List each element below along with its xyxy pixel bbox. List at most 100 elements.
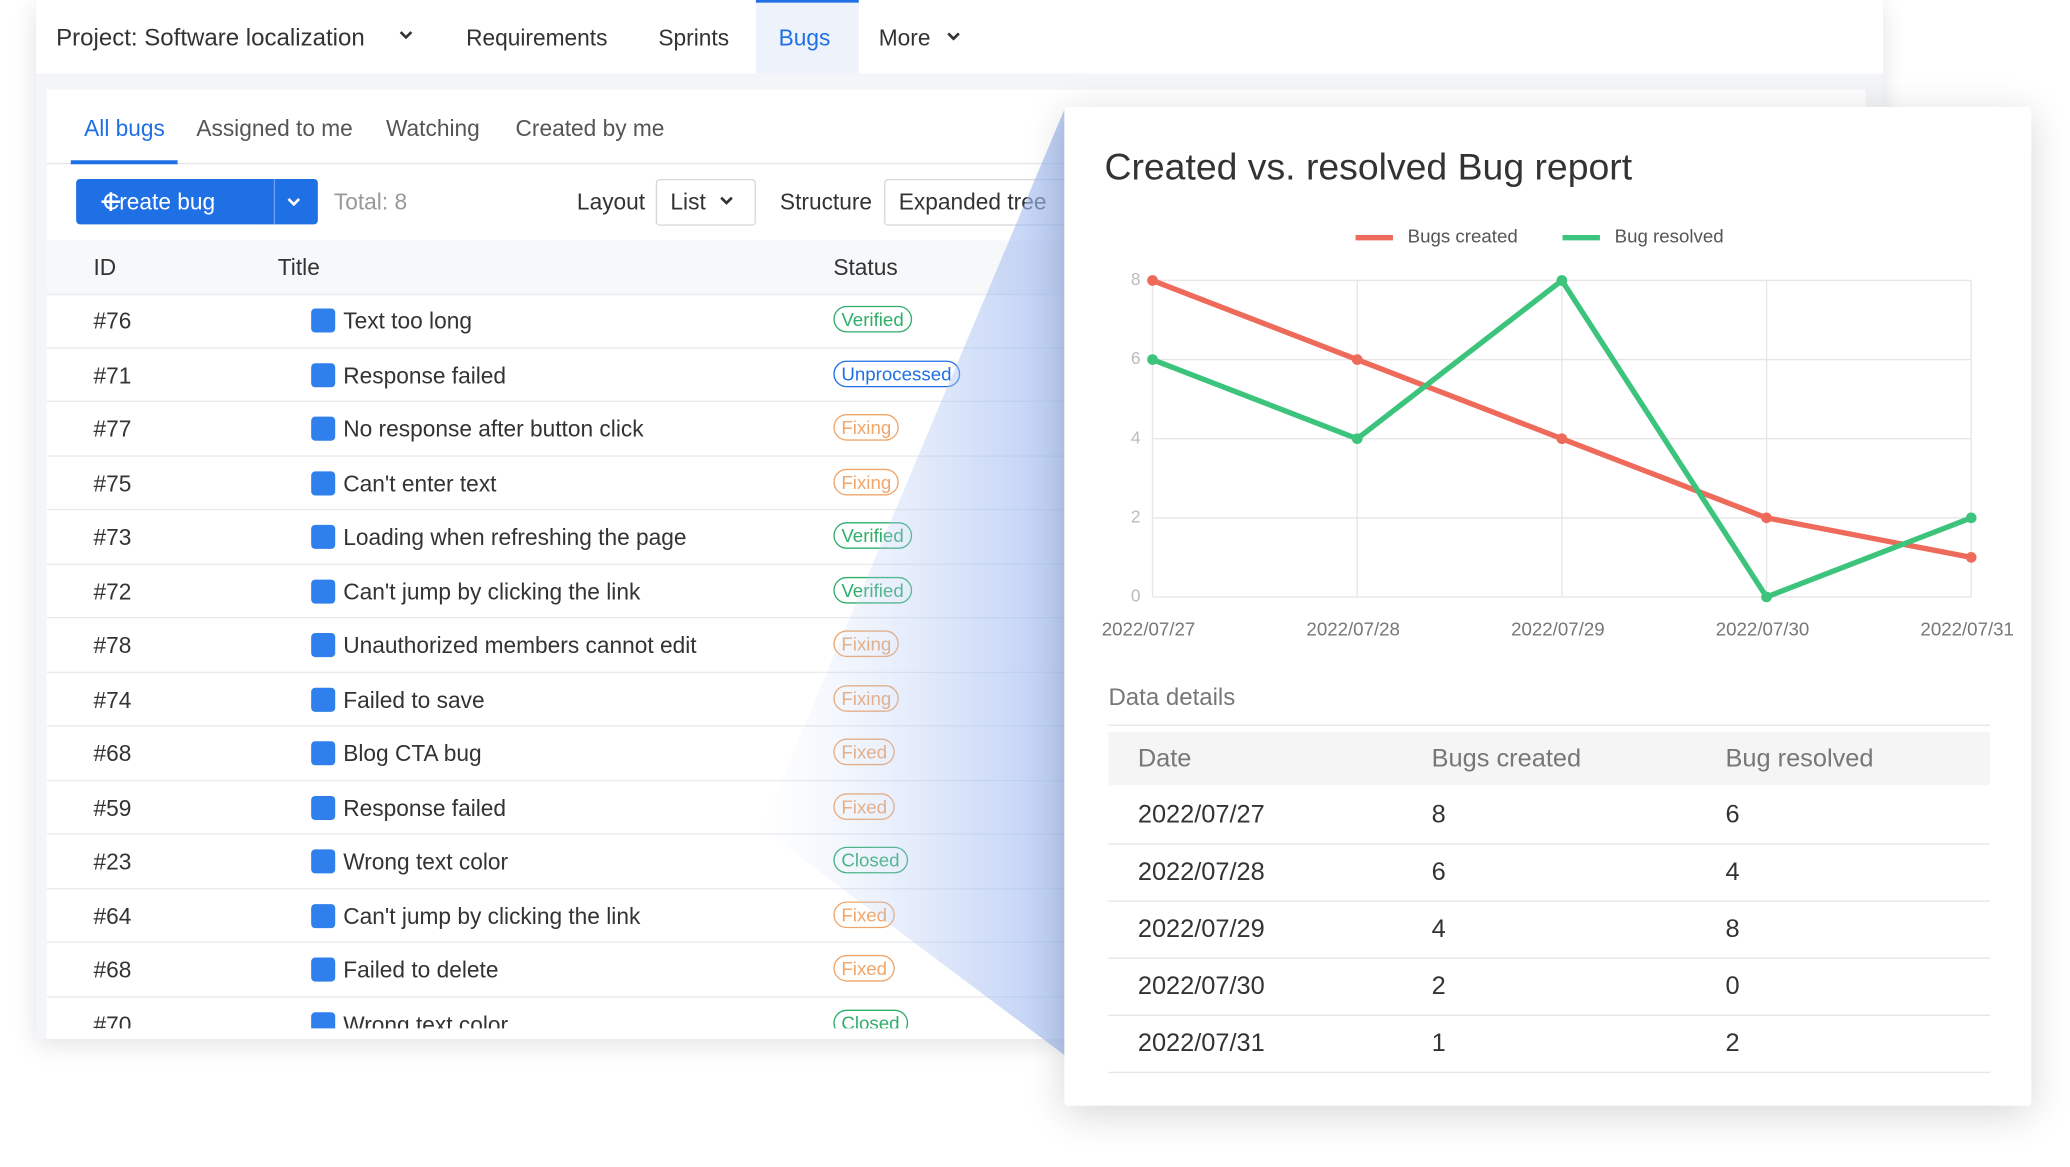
layout-select[interactable]: [655, 178, 756, 226]
tab[interactable]: Created by me: [515, 116, 665, 142]
bug-title[interactable]: Wrong text color: [343, 1011, 509, 1029]
details-value: 4: [1432, 915, 1446, 943]
layout-value[interactable]: List: [670, 189, 706, 216]
status-pill: Closed: [833, 1008, 908, 1029]
bug-icon: [311, 524, 336, 549]
details-date: 2022/07/29: [1138, 915, 1265, 943]
bug-title[interactable]: No response after button click: [343, 416, 644, 443]
details-value: 4: [1725, 858, 1739, 886]
tab-divider: [46, 162, 1866, 165]
y-tick-label: 8: [1131, 269, 1141, 289]
bug-id: #70: [93, 1011, 132, 1029]
tab[interactable]: All bugs: [84, 116, 165, 142]
total: Total: 8: [333, 189, 408, 216]
bug-id: #59: [93, 795, 132, 821]
nav-item[interactable]: More: [878, 25, 931, 51]
nav-item[interactable]: Bugs: [778, 25, 831, 51]
table-row[interactable]: #68 Failed to delete Fixed: [46, 943, 1866, 997]
nav-item[interactable]: Sprints: [658, 25, 730, 51]
y-tick-label: 2: [1131, 506, 1141, 526]
details-date: 2022/07/27: [1138, 801, 1265, 829]
bug-id: #78: [93, 633, 132, 659]
bug-icon: [311, 741, 336, 766]
details-header-bg: [1108, 731, 1990, 786]
bug-id: #68: [93, 741, 132, 767]
data-point: [1965, 512, 1977, 524]
details-value: 2: [1725, 1029, 1739, 1057]
bug-title[interactable]: Blog CTA bug: [343, 741, 482, 767]
legend-label: Bug resolved: [1615, 226, 1724, 247]
details-value: 1: [1432, 1029, 1446, 1057]
bug-icon: [311, 308, 336, 333]
x-tick-label: 2022/07/31: [1920, 618, 2014, 639]
bug-id: #76: [93, 308, 132, 334]
data-point: [1761, 591, 1772, 603]
details-header: Date: [1138, 745, 1192, 773]
column-header: ID: [93, 255, 117, 281]
bug-title[interactable]: Loading when refreshing the page: [343, 524, 687, 551]
bug-id: #75: [93, 470, 132, 497]
data-point: [1556, 433, 1568, 445]
project-name[interactable]: Project: Software localization: [56, 24, 365, 51]
button-divider: [273, 178, 276, 225]
table-row[interactable]: #70 Wrong text color Closed: [47, 997, 1866, 1029]
details-header: Bugs created: [1432, 745, 1581, 773]
column-header: Status: [833, 255, 898, 281]
create-label[interactable]: Create bug: [102, 189, 216, 216]
x-tick-label: 2022/07/27: [1102, 618, 1196, 639]
chevron: [399, 31, 413, 40]
bug-icon: [311, 1011, 336, 1029]
bug-title[interactable]: Wrong text color: [343, 849, 509, 875]
bug-icon: [311, 416, 336, 441]
x-tick-label: 2022/07/28: [1306, 618, 1400, 639]
bug-icon: [311, 957, 336, 982]
table-row[interactable]: #76 Text too long Verified: [46, 294, 1866, 348]
bug-id: #73: [93, 524, 132, 551]
chevron: [947, 32, 960, 41]
bug-id: #74: [93, 687, 132, 713]
bug-title[interactable]: Response failed: [343, 362, 507, 388]
data-point: [1147, 275, 1158, 286]
bug-id: #23: [93, 849, 132, 875]
bug-title[interactable]: Can't enter text: [343, 470, 497, 497]
chart-title: Created vs. resolved Bug report: [1104, 145, 1632, 187]
tab[interactable]: Watching: [385, 116, 480, 142]
details-value: 8: [1725, 915, 1739, 943]
nav-bar: Project: Software localization Requiremen…: [36, 0, 1884, 74]
bug-title[interactable]: Can't jump by clicking the link: [343, 903, 641, 929]
data-point: [1761, 512, 1772, 524]
bug-title[interactable]: Failed to save: [343, 687, 485, 713]
details-value: 2: [1432, 972, 1446, 1000]
details-value: 6: [1432, 858, 1446, 886]
details-date: 2022/07/30: [1138, 972, 1265, 1000]
bug-title[interactable]: Response failed: [343, 795, 507, 821]
bug-id: #72: [93, 578, 132, 605]
tab-underline: [70, 160, 178, 165]
y-tick-label: 4: [1131, 427, 1141, 447]
details-header: Bug resolved: [1725, 745, 1873, 773]
bug-title[interactable]: Can't jump by clicking the link: [343, 578, 641, 605]
status-pill: Fixing: [833, 468, 900, 495]
tab[interactable]: Assigned to me: [196, 116, 353, 142]
status-pill: Fixed: [833, 954, 896, 982]
bug-id: #77: [93, 416, 132, 443]
details-value: 8: [1432, 801, 1446, 829]
bug-icon: [311, 470, 336, 495]
y-tick-label: 0: [1131, 586, 1141, 606]
nav-item[interactable]: Requirements: [466, 25, 608, 51]
table-body: #76 Text too long Verified #71 Response fail…: [46, 294, 1866, 1029]
y-tick-label: 6: [1131, 348, 1141, 368]
active-tab-bg: [755, 0, 859, 74]
legend-label: Bugs created: [1408, 226, 1518, 247]
status-pill: Fixing: [833, 414, 900, 441]
chevron: [720, 196, 733, 205]
structure-label: Structure: [779, 189, 873, 216]
bug-title[interactable]: Text too long: [343, 308, 472, 334]
bug-title[interactable]: Unauthorized members cannot edit: [343, 633, 697, 659]
x-tick-label: 2022/07/30: [1716, 618, 1810, 639]
report-card: [1064, 106, 2032, 1106]
layout-label: Layout: [576, 189, 646, 216]
bug-title[interactable]: Failed to delete: [343, 957, 499, 983]
data-point: [1351, 433, 1363, 445]
